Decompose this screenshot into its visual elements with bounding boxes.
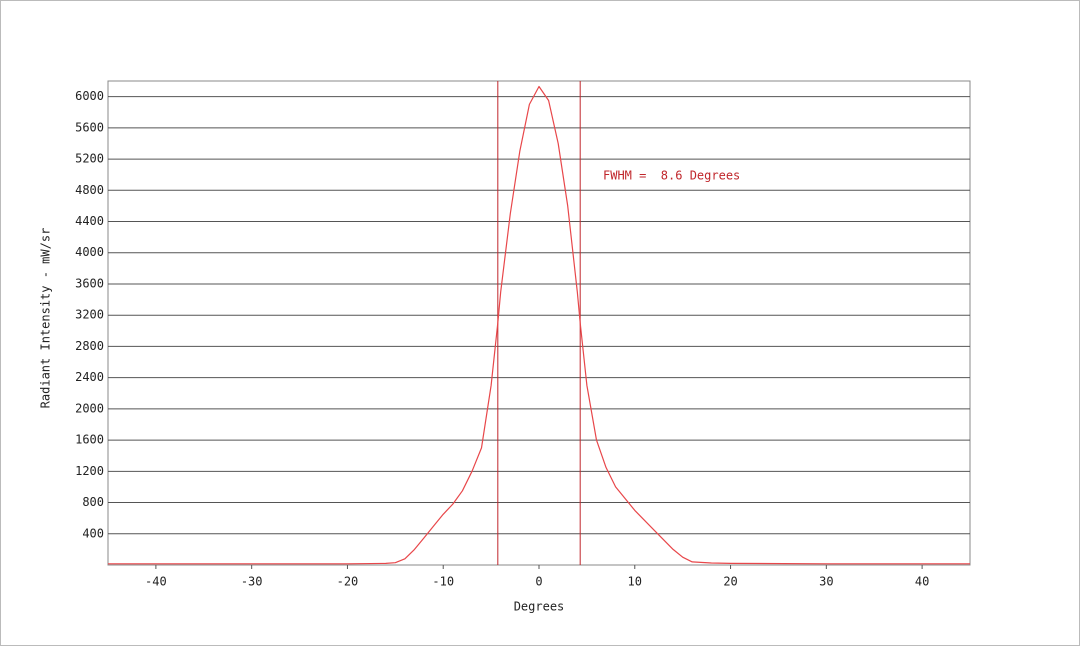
y-tick-label: 4400 (75, 214, 104, 228)
x-tick-label: 10 (628, 575, 642, 589)
x-tick-label: -20 (337, 575, 359, 589)
x-tick-label: -40 (145, 575, 167, 589)
y-tick-label: 1200 (75, 464, 104, 478)
y-tick-label: 2000 (75, 401, 104, 415)
x-tick-label: 0 (535, 575, 542, 589)
y-tick-label: 3600 (75, 276, 104, 290)
annotation: FWHM = 8.6 Degrees (603, 169, 740, 183)
y-tick-label: 5200 (75, 152, 104, 166)
x-tick-label: 30 (819, 575, 833, 589)
x-axis-label: Degrees (514, 600, 565, 614)
y-axis-label: Radiant Intensity - mW/sr (39, 228, 53, 409)
x-tick-label: -30 (241, 575, 263, 589)
x-tick-label: -10 (432, 575, 454, 589)
y-tick-label: 4000 (75, 245, 104, 259)
y-tick-label: 6000 (75, 89, 104, 103)
y-tick-label: 4800 (75, 183, 104, 197)
x-tick-label: 40 (915, 575, 929, 589)
y-tick-label: 400 (82, 526, 104, 540)
y-tick-label: 2400 (75, 370, 104, 384)
plot-area (107, 80, 971, 566)
y-tick-label: 2800 (75, 339, 104, 353)
line (108, 85, 970, 565)
y-tick-label: 5600 (75, 120, 104, 134)
x-tick-label: 20 (723, 575, 737, 589)
y-tick-label: 800 (82, 495, 104, 509)
y-tick-label: 1600 (75, 433, 104, 447)
y-tick-label: 3200 (75, 308, 104, 322)
